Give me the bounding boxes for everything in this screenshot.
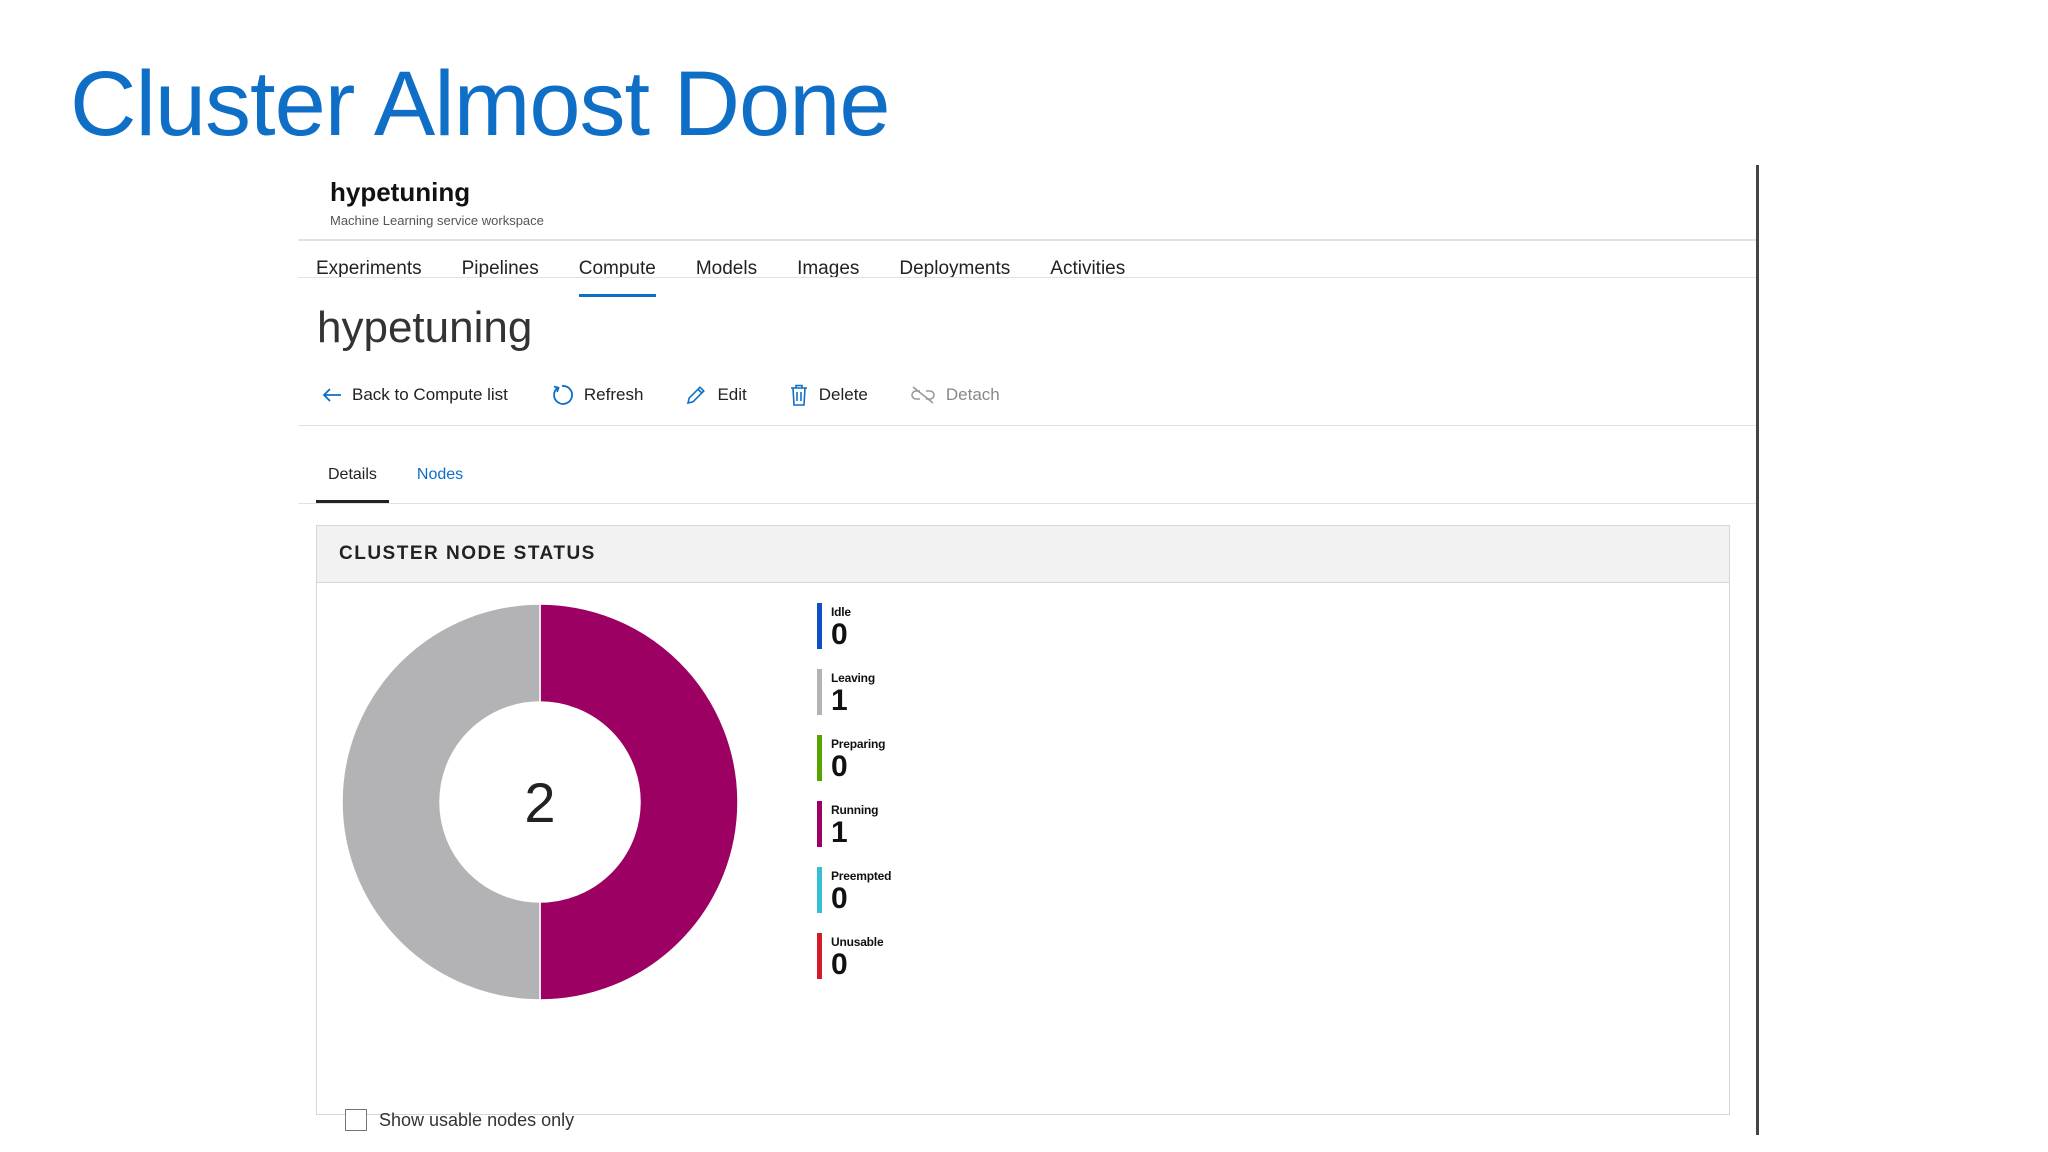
nav-deployments[interactable]: Deployments (899, 258, 1011, 279)
legend-label: Running (831, 803, 879, 817)
legend-item-preparing: Preparing 0 (817, 735, 891, 801)
azure-ml-compute-screenshot: hypetuning Machine Learning service work… (298, 165, 1759, 1135)
pencil-icon (687, 386, 706, 405)
delete-label: Delete (818, 385, 868, 404)
show-usable-nodes-checkbox[interactable] (345, 1109, 367, 1131)
refresh-button[interactable]: Refresh (550, 383, 644, 407)
back-label: Back to Compute list (352, 385, 508, 404)
legend-item-preempted: Preempted 0 (817, 867, 891, 933)
legend-color-bar (817, 669, 822, 715)
legend-label: Unusable (831, 935, 884, 949)
legend-color-bar (817, 867, 822, 913)
legend-value: 0 (831, 882, 848, 915)
toolbar-divider (298, 425, 1756, 426)
legend-color-bar (817, 933, 822, 979)
refresh-icon (553, 385, 573, 405)
edit-button[interactable]: Edit (685, 384, 747, 406)
nav-compute[interactable]: Compute (578, 241, 656, 297)
nav-pipelines[interactable]: Pipelines (461, 258, 539, 279)
header-divider (298, 239, 1756, 241)
legend-item-leaving: Leaving 1 (817, 669, 891, 735)
legend-label: Idle (831, 605, 851, 619)
donut-slice-leaving[interactable] (342, 604, 541, 1000)
legend-item-idle: Idle 0 (817, 603, 891, 669)
back-to-compute-list-button[interactable]: Back to Compute list (322, 385, 508, 405)
nav-experiments[interactable]: Experiments (316, 258, 422, 279)
workspace-nav: Experiments Pipelines Compute Models Ima… (316, 241, 1165, 297)
workspace-name: hypetuning (330, 177, 471, 207)
page-title: hypetuning (317, 303, 533, 352)
detail-tabs: Details Nodes (316, 447, 491, 503)
legend-value: 0 (831, 948, 848, 981)
legend-label: Preparing (831, 737, 886, 751)
show-usable-nodes-row: Show usable nodes only (345, 1109, 574, 1131)
nav-activities[interactable]: Activities (1050, 258, 1126, 279)
refresh-label: Refresh (583, 385, 644, 404)
legend-item-running: Running 1 (817, 801, 891, 867)
workspace-subtitle: Machine Learning service workspace (330, 213, 544, 228)
legend-value: 0 (831, 618, 848, 651)
tabs-divider (298, 503, 1756, 504)
delete-button[interactable]: Delete (789, 383, 868, 407)
nav-images[interactable]: Images (797, 258, 860, 279)
arrow-left-icon (322, 388, 341, 402)
cluster-node-status-card: CLUSTER NODE STATUS 2 Idle 0 Leaving 1 Prepa… (316, 525, 1730, 1131)
legend-color-bar (817, 735, 822, 781)
node-status-legend: Idle 0 Leaving 1 Preparing 0 Running 1 Preempted… (817, 603, 891, 999)
legend-color-bar (817, 801, 822, 847)
tab-nodes[interactable]: Nodes (416, 466, 464, 483)
legend-label: Leaving (831, 671, 875, 685)
legend-value: 0 (831, 750, 848, 783)
trash-icon (790, 384, 807, 406)
donut-slice-running[interactable] (539, 604, 738, 1000)
legend-value: 1 (831, 684, 848, 717)
detach-label: Detach (945, 385, 1000, 404)
card-title: CLUSTER NODE STATUS (317, 526, 1729, 583)
show-usable-nodes-label[interactable]: Show usable nodes only (379, 1109, 575, 1130)
node-status-donut-chart: 2 (342, 604, 738, 1000)
command-toolbar: Back to Compute list Refresh Edit Delete (322, 383, 1042, 407)
legend-value: 1 (831, 816, 848, 849)
legend-label: Preempted (831, 869, 892, 883)
legend-item-unusable: Unusable 0 (817, 933, 891, 999)
tab-details[interactable]: Details (316, 447, 389, 503)
edit-label: Edit (717, 385, 747, 404)
legend-color-bar (817, 603, 822, 649)
slide-title: Cluster Almost Done (70, 53, 891, 155)
donut-center-total: 2 (524, 771, 555, 834)
nav-divider (298, 277, 1756, 278)
detach-button[interactable]: Detach (910, 385, 1000, 405)
unlink-icon (911, 386, 935, 404)
nav-models[interactable]: Models (695, 258, 758, 279)
